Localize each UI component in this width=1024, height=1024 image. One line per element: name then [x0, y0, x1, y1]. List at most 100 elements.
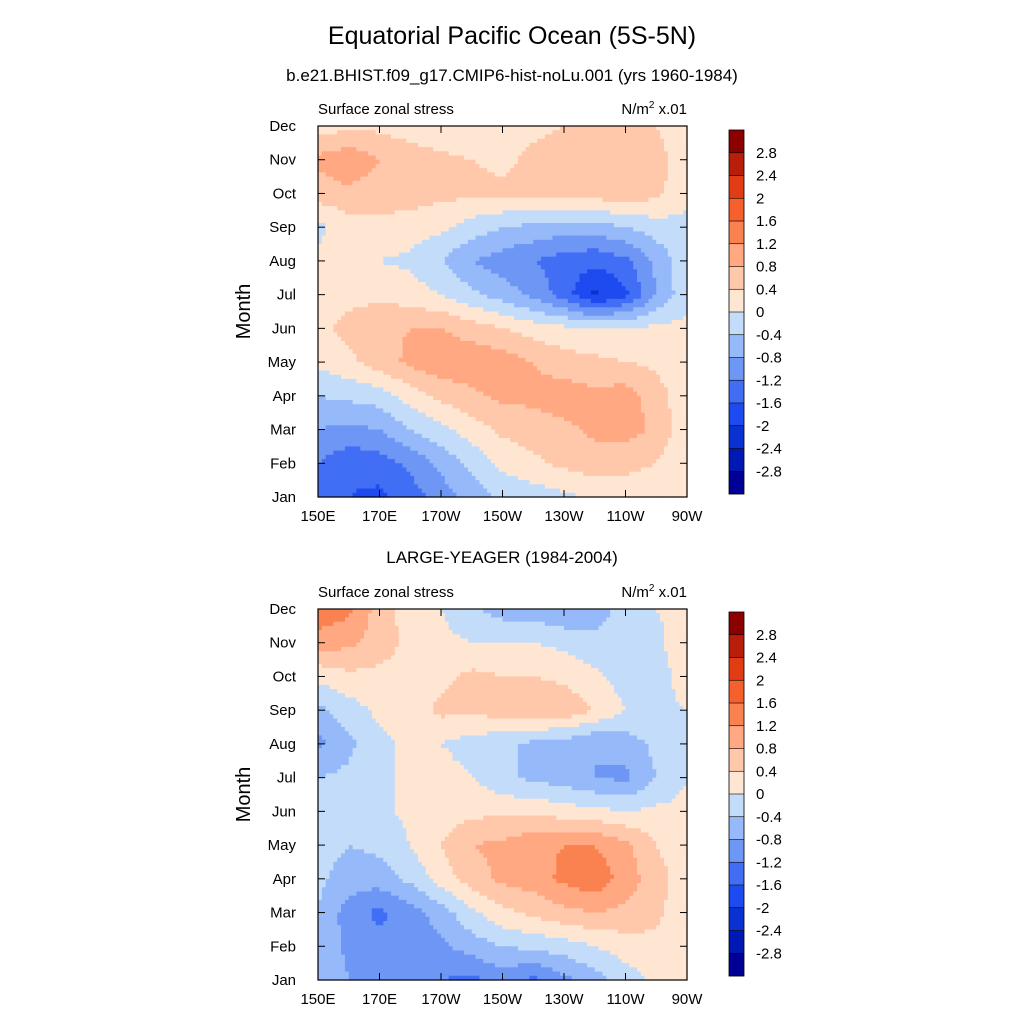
contour-cell [414, 257, 418, 262]
contour-cell [533, 130, 537, 135]
contour-cell [410, 307, 414, 312]
contour-cell [360, 282, 364, 287]
contour-cell [499, 160, 503, 165]
contour-cell [399, 261, 403, 266]
contour-cell [656, 181, 660, 186]
contour-cell [479, 236, 483, 241]
contour-cell [637, 147, 641, 152]
contour-cell [472, 126, 476, 131]
contour-cell [437, 219, 441, 224]
contour-cell [395, 295, 399, 300]
contour-cell [602, 164, 606, 169]
contour-cell [560, 265, 564, 270]
contour-cell [330, 227, 334, 232]
contour-cell [541, 240, 545, 245]
contour-cell [675, 282, 679, 287]
contour-cell [583, 185, 587, 190]
contour-cell [437, 290, 441, 295]
contour-cell [568, 312, 572, 317]
contour-cell [322, 193, 326, 198]
contour-cell [376, 172, 380, 177]
contour-cell [533, 143, 537, 148]
contour-cell [472, 193, 476, 198]
contour-cell [410, 231, 414, 236]
contour-cell [549, 312, 553, 317]
contour-cell [456, 265, 460, 270]
contour-cell [549, 261, 553, 266]
contour-cell [537, 337, 541, 342]
contour-cell [472, 295, 476, 300]
contour-cell [491, 274, 495, 279]
contour-cell [441, 236, 445, 241]
contour-cell [576, 328, 580, 333]
contour-cell [614, 252, 618, 257]
contour-cell [645, 206, 649, 211]
contour-cell [614, 231, 618, 236]
contour-cell [526, 198, 530, 203]
contour-cell [549, 236, 553, 241]
contour-cell [353, 324, 357, 329]
contour-cell [618, 274, 622, 279]
contour-cell [591, 244, 595, 249]
contour-cell [445, 236, 449, 241]
contour-cell [656, 240, 660, 245]
contour-cell [579, 219, 583, 224]
contour-cell [518, 282, 522, 287]
contour-cell [526, 181, 530, 186]
contour-cell [337, 231, 341, 236]
contour-cell [318, 248, 322, 253]
contour-cell [449, 143, 453, 148]
contour-cell [552, 215, 556, 220]
contour-cell [602, 328, 606, 333]
contour-cell [579, 231, 583, 236]
contour-cell [383, 210, 387, 215]
contour-cell [333, 198, 337, 203]
contour-cell [583, 198, 587, 203]
contour-cell [472, 282, 476, 287]
contour-cell [333, 269, 337, 274]
contour-cell [360, 134, 364, 139]
contour-cell [591, 139, 595, 144]
contour-cell [533, 126, 537, 131]
contour-cell [476, 265, 480, 270]
contour-cell [537, 244, 541, 249]
contour-cell [449, 248, 453, 253]
contour-cell [383, 307, 387, 312]
contour-cell [453, 172, 457, 177]
contour-cell [326, 177, 330, 182]
contour-cell [614, 139, 618, 144]
contour-cell [349, 227, 353, 232]
contour-cell [472, 185, 476, 190]
contour-cell [353, 202, 357, 207]
contour-cell [560, 303, 564, 308]
contour-cell [326, 286, 330, 291]
contour-cell [649, 227, 653, 232]
contour-cell [433, 324, 437, 329]
contour-cell [576, 252, 580, 257]
contour-cell [675, 295, 679, 300]
contour-cell [349, 324, 353, 329]
contour-cell [675, 231, 679, 236]
contour-cell [514, 341, 518, 346]
contour-cell [464, 181, 468, 186]
contour-cell [533, 307, 537, 312]
contour-cell [560, 231, 564, 236]
contour-cell [406, 151, 410, 156]
contour-cell [349, 168, 353, 173]
contour-cell [360, 252, 364, 257]
contour-cell [622, 244, 626, 249]
contour-cell [552, 290, 556, 295]
contour-cell [529, 156, 533, 161]
contour-cell [529, 257, 533, 262]
contour-cell [483, 290, 487, 295]
contour-cell [610, 303, 614, 308]
contour-cell [499, 143, 503, 148]
contour-cell [564, 274, 568, 279]
contour-cell [552, 206, 556, 211]
contour-cell [595, 130, 599, 135]
contour-cell [652, 139, 656, 144]
contour-cell [395, 337, 399, 342]
contour-cell [556, 134, 560, 139]
contour-cell [376, 252, 380, 257]
contour-cell [441, 130, 445, 135]
